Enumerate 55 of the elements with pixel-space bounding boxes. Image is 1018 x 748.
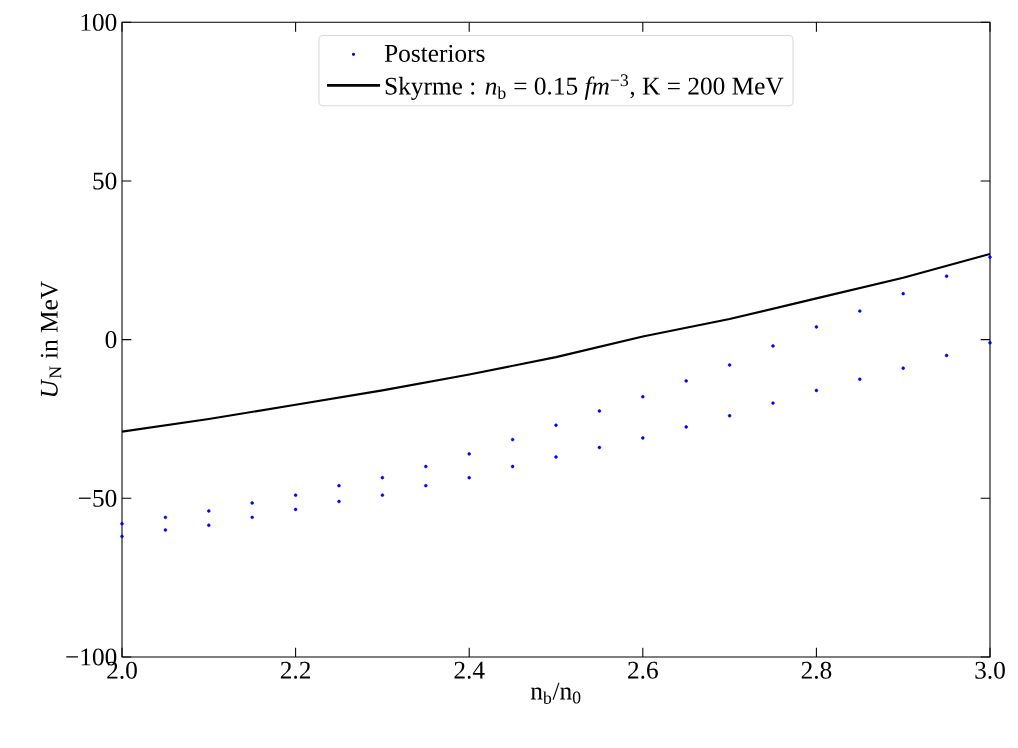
point	[163, 515, 168, 520]
point	[597, 445, 602, 450]
point	[814, 325, 819, 329]
point	[120, 534, 124, 539]
point	[641, 436, 645, 440]
point	[554, 423, 558, 428]
point	[380, 475, 385, 480]
point	[250, 515, 254, 520]
point	[424, 483, 428, 488]
point	[337, 483, 341, 488]
x-tick-label: 3.0	[975, 661, 1005, 679]
legend-label: Skyrme : n$_{b}$ = 0.15 fm$^{−3}$, K = 200 MeV	[385, 74, 784, 100]
point	[944, 353, 949, 358]
point	[120, 521, 124, 526]
point	[597, 409, 602, 413]
point	[250, 501, 254, 505]
point	[944, 274, 949, 278]
point	[163, 528, 168, 532]
point	[641, 395, 645, 399]
point	[684, 425, 688, 429]
y-tick-label: 0	[105, 331, 117, 349]
legend-label: Posteriors	[384, 44, 485, 62]
point	[207, 509, 211, 513]
point	[467, 475, 471, 480]
x-tick-label: 2.2	[280, 661, 311, 679]
point	[727, 363, 732, 367]
point	[293, 507, 298, 512]
point	[467, 452, 471, 456]
point	[684, 379, 688, 383]
point	[293, 493, 298, 497]
point	[510, 464, 515, 469]
point	[901, 291, 905, 296]
x-tick-label: 2.6	[628, 661, 658, 679]
y-tick-label: −50	[78, 489, 117, 507]
point	[988, 255, 992, 259]
point	[380, 493, 385, 497]
y-tick-label: 100	[81, 13, 117, 31]
x-tick-label: 2.8	[801, 661, 832, 679]
x-tick-label: 2.4	[454, 661, 485, 679]
point	[337, 499, 341, 504]
point	[771, 344, 775, 348]
point	[207, 523, 211, 528]
point	[771, 401, 775, 405]
point	[814, 388, 819, 393]
point	[858, 377, 862, 382]
x-axis-title: n$_{b}$/n$_{0}$	[530, 682, 581, 704]
point	[858, 309, 862, 313]
point	[901, 366, 905, 370]
y-tick-label: 50	[93, 172, 117, 190]
point	[727, 414, 732, 418]
point	[988, 341, 992, 345]
y-axis-title: U$_{N}$ in MeV	[40, 281, 62, 397]
point	[510, 437, 515, 442]
point	[424, 464, 428, 469]
point	[554, 455, 558, 459]
